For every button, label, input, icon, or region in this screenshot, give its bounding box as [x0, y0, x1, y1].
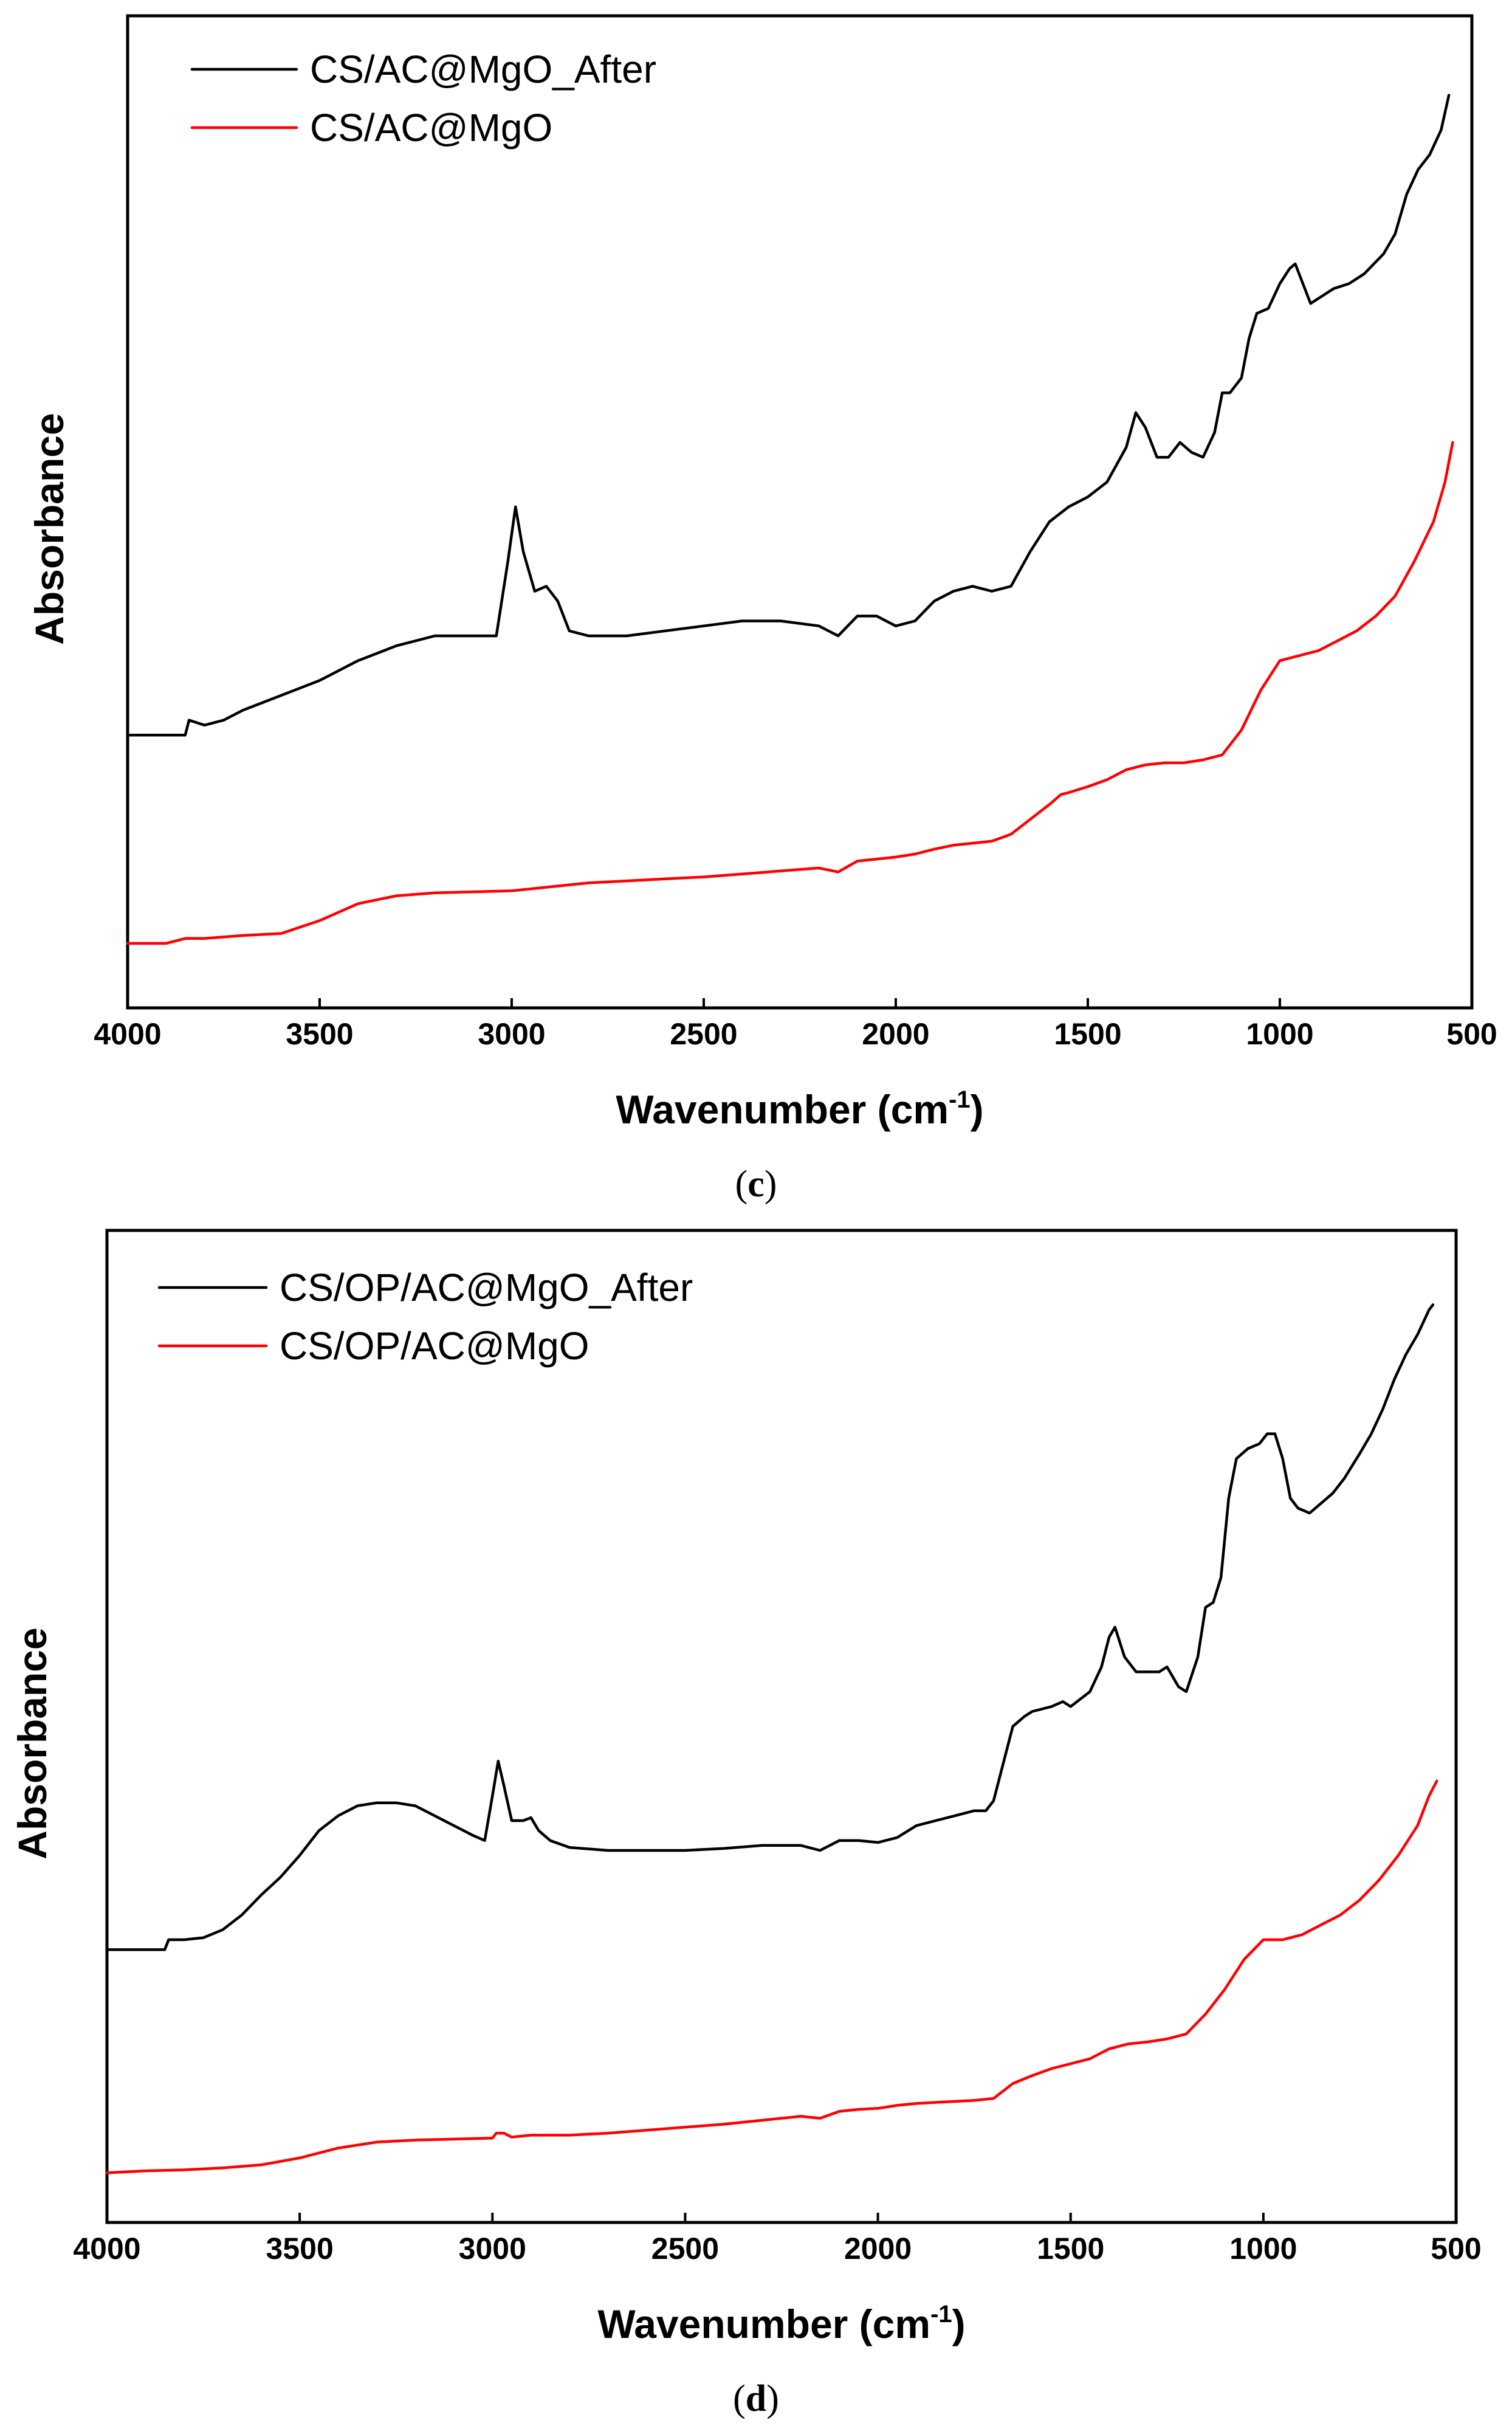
x-tick-label: 3000 — [478, 1017, 545, 1051]
x-axis-label-sup-d: -1 — [930, 2301, 952, 2328]
x-tick-label: 3000 — [459, 2232, 526, 2266]
x-axis-label-main-c: Wavenumber (cm — [616, 1087, 949, 1132]
panel-letter-c: c — [747, 1164, 765, 1205]
legend-label-after-c: CS/AC@MgO_After — [310, 47, 656, 91]
x-tick-label: 2500 — [651, 2232, 719, 2266]
series-line-before-c — [126, 441, 1454, 945]
legend-label-before-c: CS/AC@MgO — [310, 106, 552, 150]
x-tick-label: 2000 — [862, 1017, 929, 1051]
plot-frame-c — [126, 14, 1474, 1010]
x-tick-label: 1000 — [1229, 2232, 1297, 2266]
x-ticks-c: 4000 3500 3000 2500 2000 1500 1000 500 — [94, 998, 1497, 1051]
x-tick-label: 500 — [1446, 1017, 1497, 1051]
x-tick-label: 2500 — [670, 1017, 737, 1051]
x-tick-label: 1500 — [1037, 2232, 1104, 2266]
panel-letter-d: d — [746, 2378, 766, 2419]
panel-label-c: (c) — [735, 1164, 777, 1205]
legend-label-before-d: CS/OP/AC@MgO — [280, 1324, 589, 1368]
x-tick-label: 4000 — [73, 2232, 140, 2266]
chart-panel-c: 4000 3500 3000 2500 2000 1500 1000 500 CS/AC@Mg… — [27, 14, 1497, 1205]
x-axis-label-sup-c: -1 — [949, 1086, 971, 1113]
series-group-d — [105, 1303, 1438, 2174]
x-axis-label-close-d: ) — [952, 2301, 966, 2346]
x-tick-label: 2000 — [844, 2232, 912, 2266]
x-axis-label-d: Wavenumber (cm-1) — [597, 2301, 965, 2346]
x-axis-label-main-d: Wavenumber (cm — [597, 2301, 930, 2346]
series-line-after-c — [126, 94, 1451, 737]
y-axis-label-d: Absorbance — [10, 1627, 55, 1859]
series-line-after-d — [105, 1303, 1435, 1951]
series-line-before-d — [105, 1779, 1438, 2174]
x-ticks-d: 4000 3500 3000 2500 2000 1500 1000 500 — [73, 2213, 1482, 2266]
x-axis-label-c: Wavenumber (cm-1) — [616, 1086, 983, 1132]
series-group-c — [126, 94, 1454, 945]
x-tick-label: 500 — [1431, 2232, 1481, 2266]
chart-panel-d: 4000 3500 3000 2500 2000 1500 1000 500 CS/OP/AC… — [10, 1229, 1482, 2419]
x-tick-label: 4000 — [94, 1017, 161, 1051]
legend-c: CS/AC@MgO_After CS/AC@MgO — [190, 47, 656, 150]
y-axis-label-c: Absorbance — [27, 413, 72, 644]
x-tick-label: 1000 — [1246, 1017, 1313, 1051]
legend-label-after-d: CS/OP/AC@MgO_After — [280, 1266, 693, 1309]
plot-frame-d — [105, 1229, 1458, 2224]
x-axis-label-close-c: ) — [971, 1087, 984, 1132]
x-tick-label: 3500 — [266, 2232, 334, 2266]
panel-label-d: (d) — [733, 2378, 779, 2419]
x-tick-label: 1500 — [1054, 1017, 1121, 1051]
x-tick-label: 3500 — [286, 1017, 353, 1051]
legend-d: CS/OP/AC@MgO_After CS/OP/AC@MgO — [157, 1266, 693, 1368]
